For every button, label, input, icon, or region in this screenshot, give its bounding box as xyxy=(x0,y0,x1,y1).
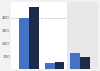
Bar xyxy=(67,2,100,69)
Bar xyxy=(55,62,64,69)
Bar xyxy=(45,63,55,69)
Bar xyxy=(70,53,80,69)
Bar xyxy=(80,57,90,69)
Bar xyxy=(20,18,29,69)
Bar xyxy=(29,7,39,69)
